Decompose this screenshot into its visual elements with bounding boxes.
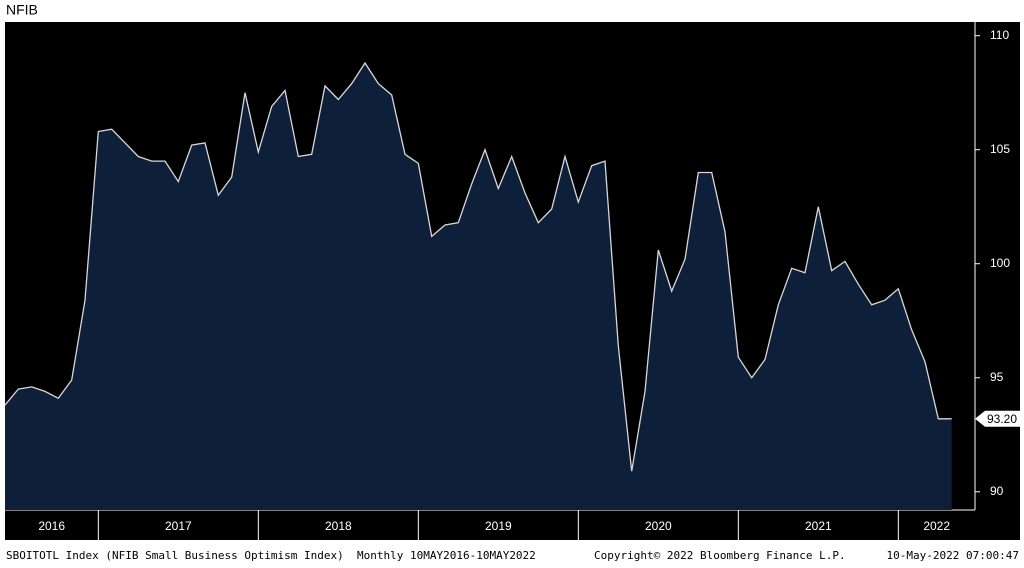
footer-center: Copyright© 2022 Bloomberg Finance L.P.	[594, 549, 846, 562]
y-tick-label: 105	[990, 142, 1010, 156]
chart-title: NFIB	[6, 2, 38, 18]
x-tick-label: 2022	[923, 519, 950, 533]
y-tick-label: 90	[990, 484, 1004, 498]
x-tick-label: 2019	[485, 519, 512, 533]
x-tick-label: 2018	[325, 519, 352, 533]
last-value-label: 93.20	[987, 412, 1017, 426]
y-tick-label: 100	[990, 256, 1010, 270]
x-tick-label: 2020	[645, 519, 672, 533]
line	[4, 61, 952, 472]
x-tick-label: 2017	[165, 519, 192, 533]
footer-left: SBOITOTL Index (NFIB Small Business Opti…	[6, 549, 536, 562]
x-tick-label: 2016	[38, 519, 65, 533]
area	[5, 63, 952, 510]
value-flag	[975, 410, 1022, 427]
y-tick-label: 95	[990, 370, 1004, 384]
footer-right: 10-May-2022 07:00:47	[887, 549, 1019, 562]
y-tick-label: 110	[990, 28, 1009, 42]
x-tick-label: 2021	[805, 519, 832, 533]
